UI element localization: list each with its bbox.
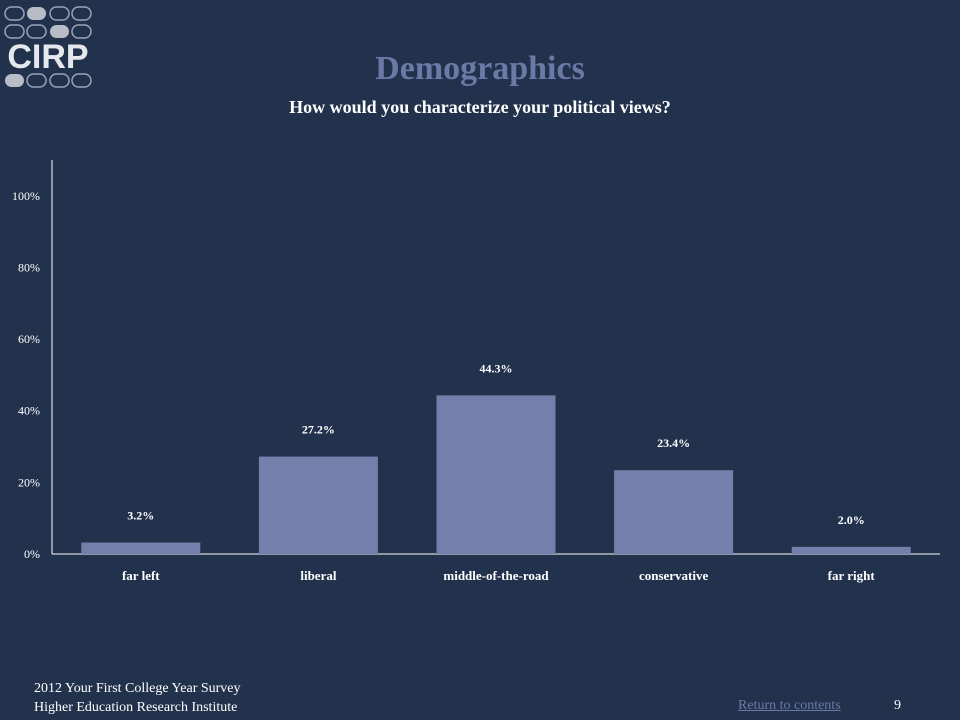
bars [81,395,911,554]
political-views-bar-chart: 0% 20% 40% 60% 80% 100% 3.2% 27.2% 44.3% 23.4% 2.… [12,160,940,583]
footer-source: 2012 Your First College Year Survey High… [34,679,241,717]
x-tick-label: middle-of-the-road [443,568,549,583]
bar-middle-of-the-road [436,395,556,554]
logo-text: CIRP [7,38,88,76]
x-tick-label: far left [122,568,160,583]
page-number: 9 [894,698,901,713]
x-tick-label: far right [828,568,876,583]
x-tick-label: liberal [300,568,336,583]
institute-name: Higher Education Research Institute [34,700,238,715]
y-tick-label: 100% [12,189,40,203]
x-tick-label: conservative [639,568,709,583]
y-tick-label: 0% [24,547,40,561]
data-labels: 3.2% 27.2% 44.3% 23.4% 2.0% [127,361,864,527]
data-label: 2.0% [838,513,865,527]
return-to-contents-link[interactable]: Return to contents [738,698,841,713]
bar-far-left [81,542,201,554]
y-tick-label: 80% [18,260,40,274]
bar-far-right [791,546,911,554]
logo-bottom-pills [26,73,92,88]
y-axis-ticks: 0% 20% 40% 60% 80% 100% [12,189,40,561]
y-tick-label: 60% [18,332,40,346]
logo-top-pills [4,6,92,39]
chart-question: How would you characterize your politica… [289,97,671,117]
bar-liberal [258,456,378,554]
cirp-logo: CIRP [4,6,92,88]
data-label: 27.2% [302,423,335,437]
page-title: Demographics [375,50,585,87]
survey-name: 2012 Your First College Year Survey [34,681,241,696]
y-tick-label: 40% [18,404,40,418]
data-label: 23.4% [657,436,690,450]
logo-filled-pills [5,7,69,87]
y-tick-label: 20% [18,475,40,489]
bar-conservative [614,470,734,554]
data-label: 3.2% [127,509,154,523]
x-axis-ticks: far left liberal middle-of-the-road conserv… [122,568,875,583]
data-label: 44.3% [480,361,513,375]
